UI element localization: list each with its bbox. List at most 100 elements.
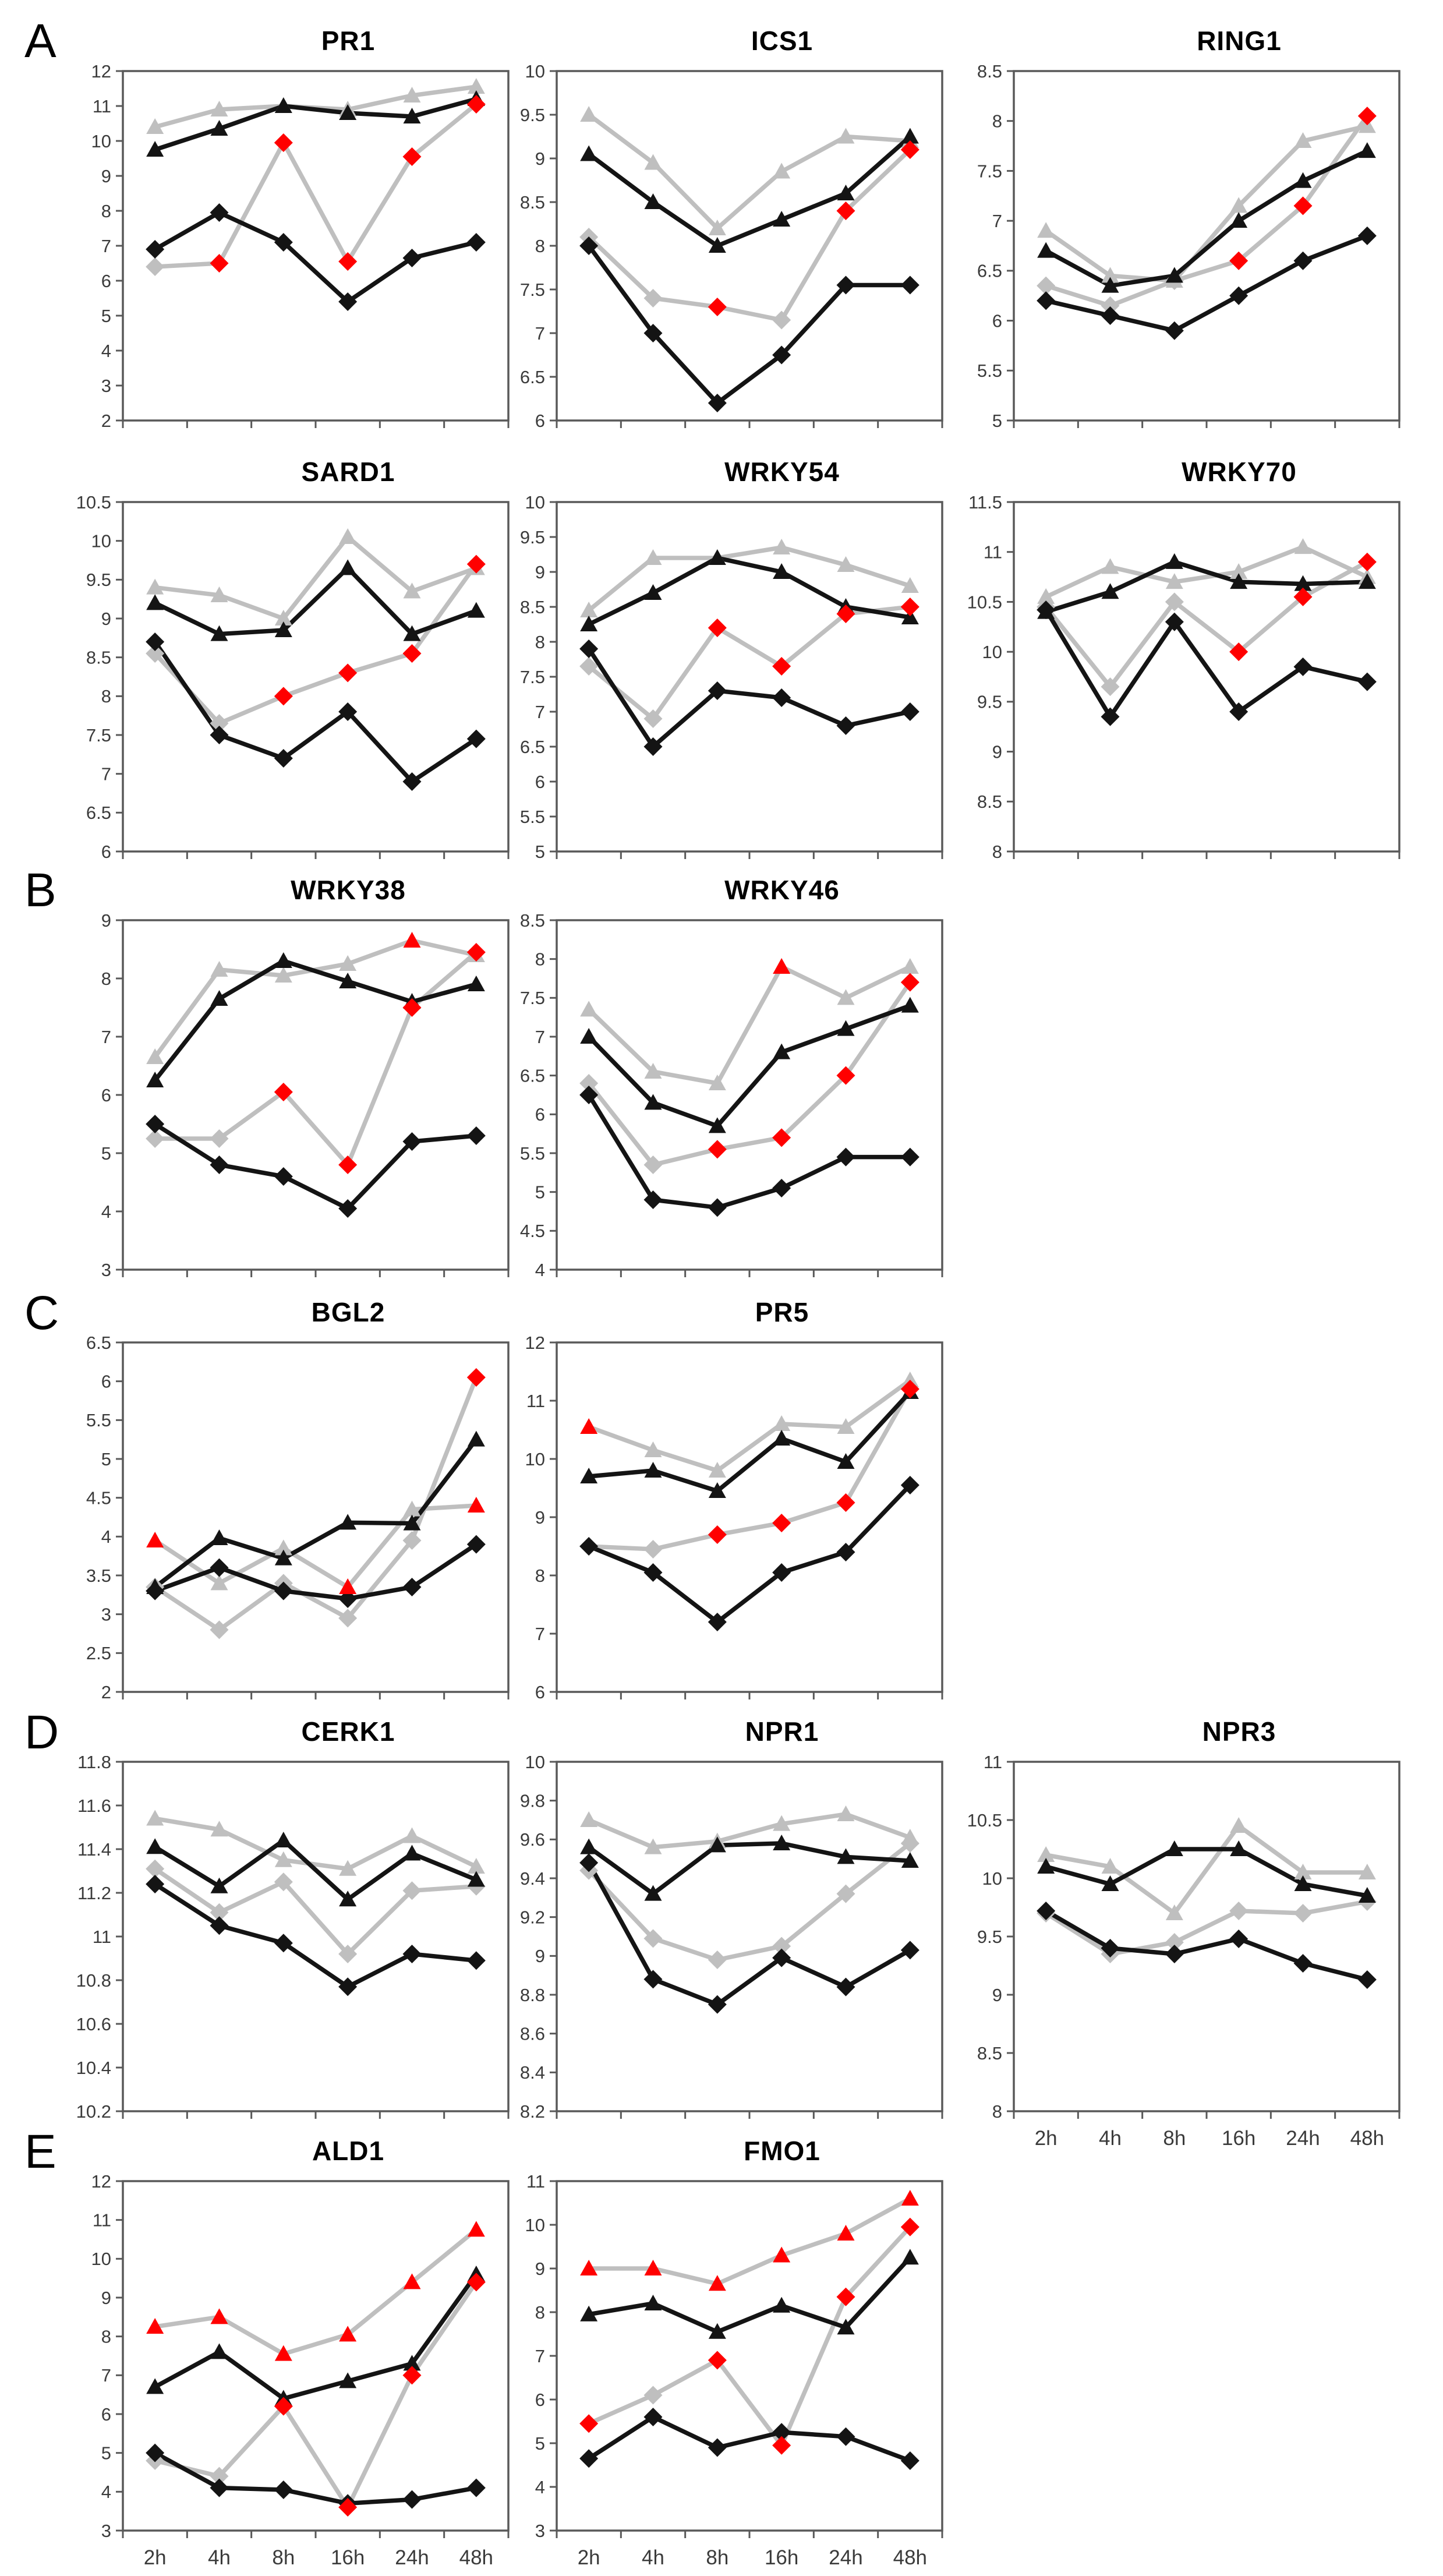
diamond-marker: [579, 2414, 599, 2433]
x-axis-category-label: 16h: [331, 2546, 365, 2569]
diamond-marker: [210, 726, 229, 744]
triangle-marker: [403, 582, 421, 599]
diamond-marker: [274, 133, 293, 152]
triangle-marker: [1101, 267, 1119, 283]
plot-border: [122, 1761, 510, 2112]
diamond-marker: [274, 1083, 293, 1101]
diamond-marker: [274, 2480, 293, 2499]
series-line-gray-triangle: [586, 1812, 913, 1850]
triangle-marker: [274, 967, 292, 983]
diamond-marker: [338, 1609, 358, 1628]
triangle-marker: [644, 1441, 662, 1457]
triangle-marker: [708, 1117, 726, 1133]
triangle-marker: [837, 1020, 855, 1036]
triangle-marker: [146, 1072, 164, 1087]
y-axis-tick-label: 10.8: [76, 1970, 111, 1991]
diamond-marker: [466, 729, 486, 748]
triangle-marker: [339, 1514, 357, 1530]
diamond-marker: [900, 1941, 919, 1960]
chart-plot-area: 8 8.5 9 9.5 10 10.5 11 2h 4h 8h 16h 24h 48h: [967, 1756, 1400, 2150]
diamond-marker: [1357, 1970, 1377, 1989]
diamond-marker: [402, 147, 422, 166]
y-axis-tick-label: 6: [101, 2404, 111, 2425]
y-axis-tick-label: 7.5: [86, 725, 111, 745]
series-line-black-triangle: [586, 1003, 913, 1129]
triangle-marker: [580, 1028, 598, 1044]
series-line-gray-triangle: [586, 964, 913, 1086]
y-axis-tick-label: 11: [93, 1927, 111, 1947]
panel-label-d: D: [24, 1706, 59, 1759]
y-axis-tick-label: 10: [91, 531, 111, 552]
triangle-marker: [146, 141, 164, 157]
y-axis-tick-label: 8.5: [977, 2043, 1002, 2063]
y-axis-tick-label: 6.5: [520, 367, 545, 387]
diamond-marker: [1165, 612, 1184, 631]
diamond-marker: [466, 95, 486, 114]
triangle-marker: [403, 2273, 421, 2289]
y-axis-tick-label: 7: [101, 236, 111, 256]
chart-ALD1: ALD1 3 4 5 6 7 8 9 10 11 12 2h 4h 8h 16h 24h 48h: [67, 2122, 527, 2576]
y-axis-tick-label: 5.5: [520, 1143, 545, 1164]
triangle-marker: [901, 2190, 919, 2206]
diamond-marker: [1165, 592, 1184, 612]
y-axis-tick-label: 4: [101, 2482, 111, 2502]
diamond-marker: [274, 1581, 293, 1600]
chart-plot-area: 2 2.5 3 3.5 4 4.5 5 5.5 6 6.5: [86, 1337, 510, 1702]
diamond-marker: [146, 632, 165, 651]
y-axis-tick-label: 3: [535, 2521, 545, 2541]
diamond-marker: [836, 1977, 855, 1997]
triangle-marker: [467, 2221, 485, 2237]
triangle-marker: [773, 2246, 791, 2263]
series-line-black-diamond: [586, 1483, 913, 1624]
series-line-black-diamond: [1044, 234, 1370, 333]
series-line-black-diamond: [153, 639, 479, 784]
triangle-marker: [146, 1048, 164, 1064]
diamond-marker: [900, 598, 919, 616]
y-axis-tick-label: 4: [101, 1202, 111, 1222]
diamond-marker: [210, 203, 229, 222]
triangle-marker: [1294, 575, 1312, 591]
triangle-marker: [644, 1094, 662, 1110]
series-line-gray-diamond: [153, 950, 479, 1167]
diamond-marker: [579, 1853, 599, 1872]
series-line-gray-diamond: [586, 980, 913, 1167]
triangle-marker: [773, 1415, 791, 1431]
diamond-marker: [1357, 107, 1377, 126]
y-axis-tick-label: 4: [535, 1260, 545, 1280]
panel-label-e: E: [24, 2125, 56, 2178]
triangle-marker: [580, 602, 598, 617]
diamond-marker: [338, 252, 358, 271]
y-axis-tick-label: 5: [101, 2443, 111, 2464]
diamond-marker: [772, 1179, 791, 1197]
diamond-marker: [836, 1884, 855, 1903]
triangle-marker: [580, 2305, 598, 2321]
chart-CERK1: CERK1 10.2 10.4 10.6 10.8 11 11.2 11.4 11.6 11.8: [67, 1702, 527, 2157]
y-axis-tick-label: 6.5: [520, 737, 545, 757]
triangle-marker: [403, 2355, 421, 2371]
diamond-marker: [1037, 1902, 1056, 1920]
triangle-marker: [339, 104, 357, 120]
y-axis-tick-label: 9: [101, 914, 111, 931]
triangle-marker: [580, 1001, 598, 1017]
y-axis-tick-label: 7: [535, 323, 545, 344]
triangle-marker: [1101, 277, 1119, 293]
diamond-marker: [274, 2397, 293, 2416]
series-line-gray-triangle: [153, 84, 479, 129]
triangle-marker: [146, 594, 164, 610]
triangle-marker: [708, 1075, 726, 1090]
triangle-marker: [580, 145, 598, 161]
triangle-marker: [1230, 212, 1248, 228]
y-axis-tick-label: 5.5: [86, 1410, 111, 1430]
diamond-marker: [643, 1929, 663, 1948]
diamond-marker: [708, 2438, 727, 2457]
triangle-marker: [1037, 588, 1055, 604]
diamond-marker: [1293, 587, 1313, 606]
diamond-marker: [579, 657, 599, 676]
triangle-marker: [210, 1529, 228, 1545]
series-line-black-triangle: [153, 959, 479, 1083]
diamond-marker: [210, 1558, 229, 1577]
diamond-marker: [146, 240, 165, 259]
diamond-marker: [402, 644, 422, 663]
triangle-marker: [339, 2326, 357, 2342]
